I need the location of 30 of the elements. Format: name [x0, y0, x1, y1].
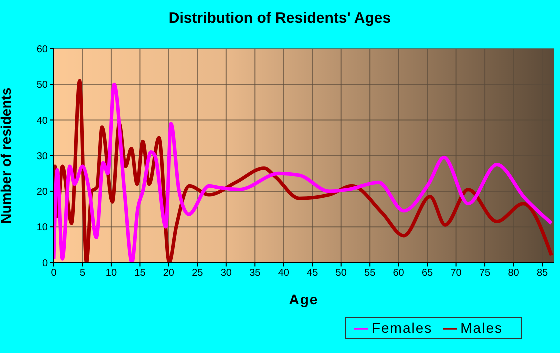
x-tick-label: 45 [307, 268, 319, 279]
x-tick-label: 0 [51, 268, 58, 279]
x-tick-label: 60 [393, 268, 405, 279]
legend-label: Males [460, 320, 503, 336]
x-tick-label: 50 [336, 268, 348, 279]
x-tick-label: 10 [106, 268, 118, 279]
y-axis-title: Number of residents [0, 88, 14, 224]
x-tick-label: 15 [134, 268, 146, 279]
y-tick-label: 20 [36, 187, 48, 198]
x-tick-label: 30 [220, 268, 232, 279]
x-tick-label: 5 [80, 268, 86, 279]
y-tick-label: 60 [36, 44, 48, 56]
x-tick-label: 55 [364, 268, 376, 279]
x-tick-label: 40 [278, 268, 290, 279]
y-tick-label: 50 [36, 80, 48, 92]
x-tick-label: 20 [163, 268, 175, 279]
x-tick-label: 25 [192, 268, 204, 279]
y-tick-label: 10 [36, 222, 48, 234]
y-tick-label: 40 [36, 116, 48, 127]
y-tick-label: 0 [42, 258, 48, 270]
x-axis-title: Age [289, 292, 319, 308]
x-tick-label: 70 [450, 268, 462, 279]
y-tick-label: 30 [36, 151, 48, 162]
x-tick-label: 80 [508, 268, 520, 279]
x-tick-label: 35 [250, 268, 262, 279]
legend-label: Females [372, 320, 433, 336]
x-tick-label: 85 [536, 268, 549, 279]
x-tick-label: 75 [479, 268, 492, 279]
chart-title: Distribution of Residents' Ages [168, 10, 392, 27]
x-tick-label: 65 [422, 268, 434, 279]
